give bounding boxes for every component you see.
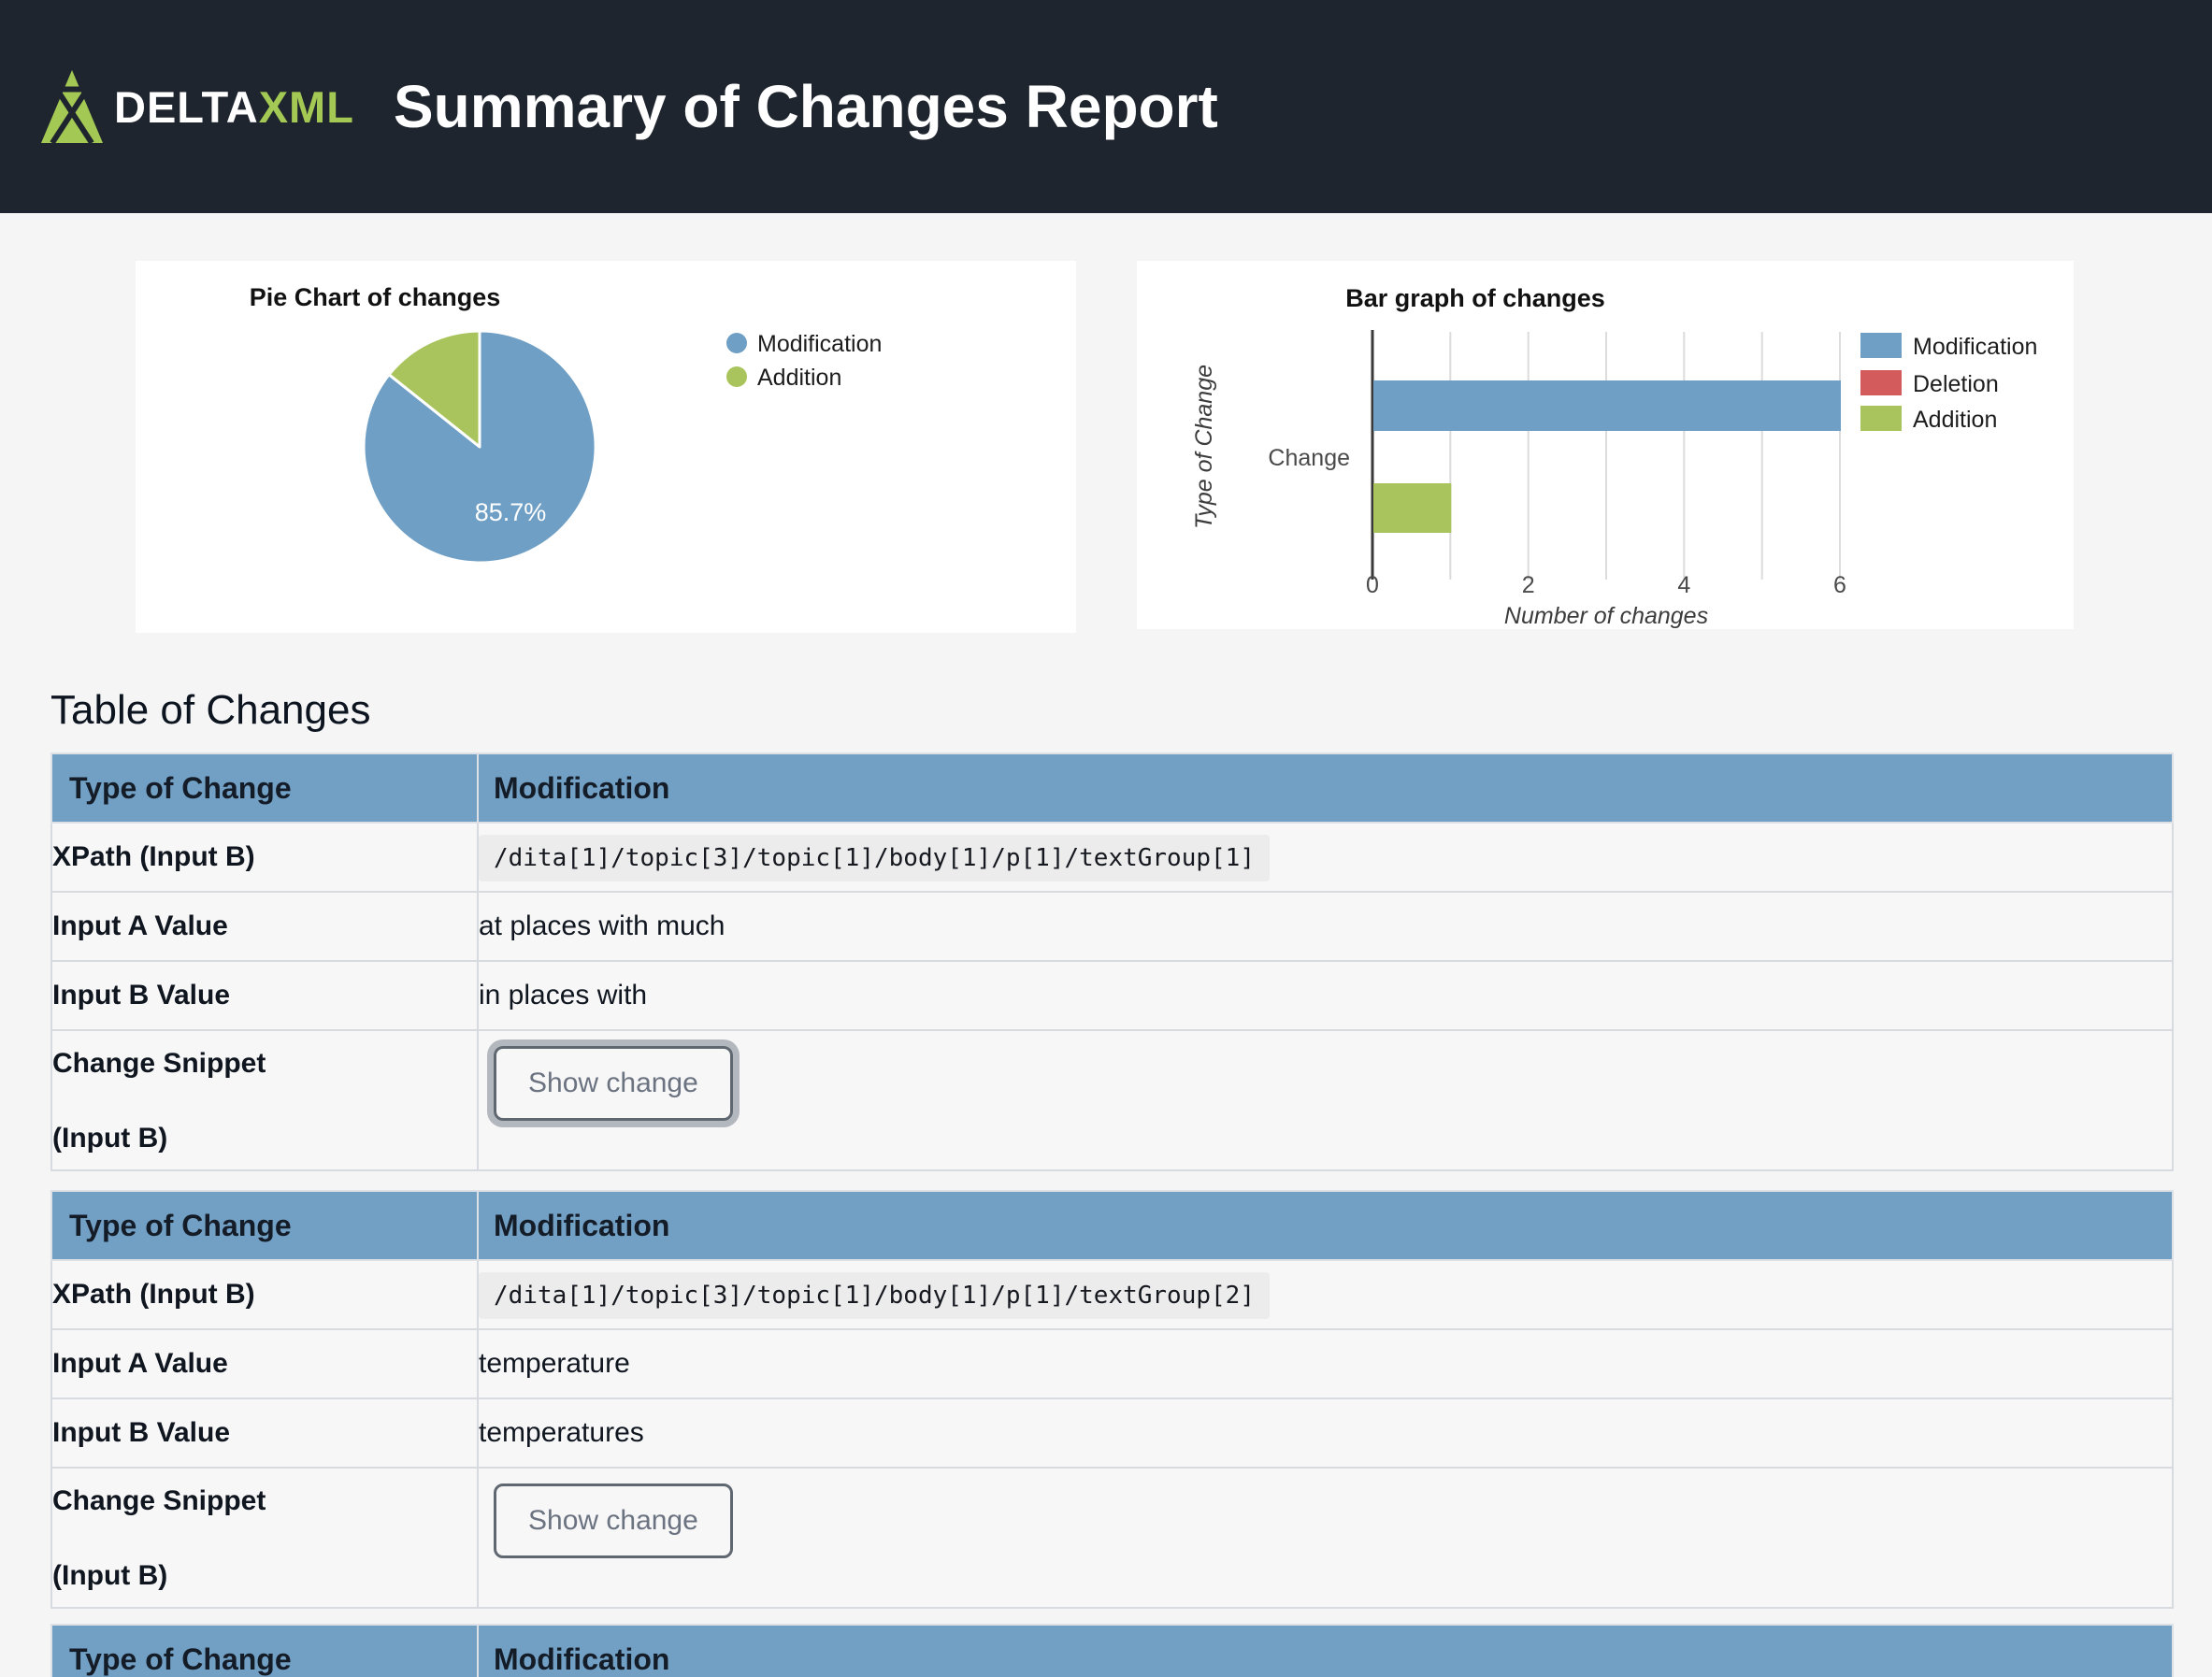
charts-row: Pie Chart of changes 85.7% Modification … xyxy=(136,261,2212,633)
pie-legend-label-addition: Addition xyxy=(757,365,841,391)
pie-legend-swatch-modification xyxy=(726,333,747,353)
x-tick-2: 2 xyxy=(1522,572,1535,598)
change-snippet-label: Change Snippet (Input B) xyxy=(50,1467,479,1609)
table-header-row: Type of Change Modification xyxy=(50,752,2174,824)
table-of-changes-heading: Table of Changes xyxy=(50,687,371,733)
bar-modification xyxy=(1373,380,1841,431)
input-b-label: Input B Value xyxy=(50,1398,479,1469)
logo-wordmark: DELTAXML xyxy=(114,81,354,133)
type-of-change-header: Type of Change xyxy=(50,1190,479,1261)
input-b-value: temperatures xyxy=(477,1398,2174,1469)
xpath-code: /dita[1]/topic[3]/topic[1]/body[1]/p[1]/… xyxy=(479,835,1270,882)
pie-slice-addition xyxy=(387,329,481,449)
changes-table-3: Type of Change Modification xyxy=(50,1624,2174,1677)
x-tick-4: 4 xyxy=(1677,572,1690,598)
changes-table-2: Type of Change Modification XPath (Input… xyxy=(50,1190,2174,1609)
table-row: Input A Value temperature xyxy=(50,1328,2174,1399)
pie-percent-label: 85.7% xyxy=(475,498,547,526)
input-a-value: at places with much xyxy=(477,891,2174,962)
change-type-value: Modification xyxy=(477,1624,2174,1677)
table-row: Change Snippet (Input B) Show change xyxy=(50,1029,2174,1171)
pie-chart-card: Pie Chart of changes 85.7% Modification … xyxy=(136,261,1076,633)
change-snippet-label-line1: Change Snippet xyxy=(52,1048,266,1079)
table-row: Input B Value temperatures xyxy=(50,1398,2174,1469)
changes-table-1: Type of Change Modification XPath (Input… xyxy=(50,752,2174,1171)
bar-legend-label-deletion: Deletion xyxy=(1913,371,1999,397)
y-axis-label: Type of Change xyxy=(1191,365,1217,529)
show-change-button[interactable]: Show change xyxy=(494,1046,733,1121)
bar-legend-swatch-addition xyxy=(1860,406,1902,431)
table-row: Change Snippet (Input B) Show change xyxy=(50,1467,2174,1609)
change-snippet-label-line1: Change Snippet xyxy=(52,1485,266,1516)
bar-legend-label-addition: Addition xyxy=(1913,407,1997,433)
change-snippet-label-line2: (Input B) xyxy=(52,1560,168,1591)
bar-chart-title: Bar graph of changes xyxy=(1345,284,1605,312)
input-a-value: temperature xyxy=(477,1328,2174,1399)
gridlines xyxy=(1449,332,1841,580)
pie-chart: Pie Chart of changes 85.7% Modification … xyxy=(250,283,882,565)
table-row: Input B Value in places with xyxy=(50,960,2174,1031)
bar-legend-swatch-deletion xyxy=(1860,370,1902,395)
table-header-row: Type of Change Modification xyxy=(50,1190,2174,1261)
pie-legend-swatch-addition xyxy=(726,366,747,387)
table-row: XPath (Input B) /dita[1]/topic[3]/topic[… xyxy=(50,1259,2174,1330)
change-type-value: Modification xyxy=(477,752,2174,824)
change-snippet-label: Change Snippet (Input B) xyxy=(50,1029,479,1171)
show-change-button[interactable]: Show change xyxy=(494,1484,733,1558)
bar-chart-card: Bar graph of changes Type of Change Chan… xyxy=(1137,261,2074,629)
bar-addition xyxy=(1373,483,1452,533)
type-of-change-header: Type of Change xyxy=(50,752,479,824)
type-of-change-header: Type of Change xyxy=(50,1624,479,1677)
input-b-label: Input B Value xyxy=(50,960,479,1031)
bar-legend-swatch-modification xyxy=(1860,333,1902,358)
change-snippet-label-line2: (Input B) xyxy=(52,1123,168,1154)
table-header-row: Type of Change Modification xyxy=(50,1624,2174,1677)
pie-legend-label-modification: Modification xyxy=(757,331,882,357)
input-a-label: Input A Value xyxy=(50,891,479,962)
pie-chart-title: Pie Chart of changes xyxy=(250,283,501,311)
xpath-label: XPath (Input B) xyxy=(50,1259,479,1330)
x-axis-label: Number of changes xyxy=(1504,603,1708,629)
x-tick-0: 0 xyxy=(1366,572,1379,598)
change-type-value: Modification xyxy=(477,1190,2174,1261)
delta-logo-icon xyxy=(41,70,103,143)
deltaxml-logo: DELTAXML xyxy=(41,70,354,143)
logo-delta-text: DELTA xyxy=(114,81,259,132)
xpath-label: XPath (Input B) xyxy=(50,822,479,893)
tables-wrap: Type of Change Modification XPath (Input… xyxy=(50,752,2174,1677)
logo-xml-text: XML xyxy=(258,81,354,132)
app-header: DELTAXML Summary of Changes Report xyxy=(0,0,2212,213)
input-a-label: Input A Value xyxy=(50,1328,479,1399)
bar-chart: Bar graph of changes Type of Change Chan… xyxy=(1191,284,2037,629)
table-row: Input A Value at places with much xyxy=(50,891,2174,962)
bar-legend-label-modification: Modification xyxy=(1913,334,2037,360)
input-b-value: in places with xyxy=(477,960,2174,1031)
page-title: Summary of Changes Report xyxy=(393,73,1218,140)
table-row: XPath (Input B) /dita[1]/topic[3]/topic[… xyxy=(50,822,2174,893)
bar-category-label: Change xyxy=(1268,445,1350,471)
xpath-code: /dita[1]/topic[3]/topic[1]/body[1]/p[1]/… xyxy=(479,1272,1270,1319)
x-tick-6: 6 xyxy=(1833,572,1846,598)
